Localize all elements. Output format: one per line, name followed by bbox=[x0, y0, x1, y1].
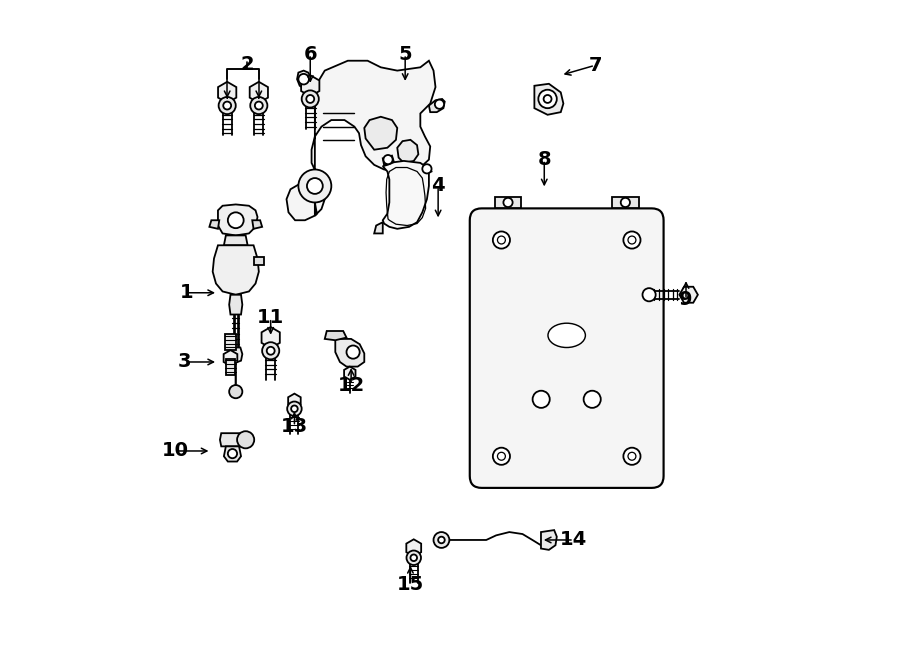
Text: 13: 13 bbox=[281, 417, 308, 436]
Circle shape bbox=[628, 236, 636, 244]
Circle shape bbox=[228, 213, 244, 228]
Polygon shape bbox=[230, 348, 242, 363]
Polygon shape bbox=[535, 84, 563, 115]
Circle shape bbox=[307, 178, 323, 194]
Circle shape bbox=[503, 198, 513, 207]
Circle shape bbox=[291, 406, 298, 412]
Text: 12: 12 bbox=[338, 375, 364, 395]
Polygon shape bbox=[364, 117, 397, 150]
Polygon shape bbox=[254, 257, 264, 265]
Text: 1: 1 bbox=[179, 283, 194, 303]
Circle shape bbox=[306, 95, 314, 103]
Circle shape bbox=[302, 91, 319, 107]
Circle shape bbox=[266, 347, 274, 355]
Circle shape bbox=[624, 232, 641, 249]
Polygon shape bbox=[495, 197, 521, 209]
Polygon shape bbox=[288, 394, 301, 408]
Polygon shape bbox=[218, 82, 237, 103]
Polygon shape bbox=[336, 339, 364, 367]
Circle shape bbox=[493, 448, 510, 465]
Circle shape bbox=[237, 431, 254, 448]
Polygon shape bbox=[374, 222, 382, 234]
Circle shape bbox=[434, 532, 449, 548]
Circle shape bbox=[407, 551, 421, 565]
Circle shape bbox=[230, 385, 242, 399]
Polygon shape bbox=[382, 161, 429, 229]
Text: 11: 11 bbox=[257, 308, 284, 327]
Circle shape bbox=[219, 97, 236, 114]
Circle shape bbox=[624, 448, 641, 465]
Polygon shape bbox=[541, 530, 557, 550]
Circle shape bbox=[628, 452, 636, 460]
Polygon shape bbox=[210, 220, 220, 229]
Text: 8: 8 bbox=[537, 150, 551, 169]
Circle shape bbox=[299, 169, 331, 203]
Polygon shape bbox=[224, 236, 248, 246]
Circle shape bbox=[498, 236, 506, 244]
Text: 4: 4 bbox=[431, 177, 445, 195]
Polygon shape bbox=[344, 367, 356, 380]
Polygon shape bbox=[297, 71, 315, 90]
Polygon shape bbox=[612, 197, 638, 209]
Circle shape bbox=[383, 155, 392, 164]
Polygon shape bbox=[230, 295, 242, 314]
Polygon shape bbox=[218, 205, 257, 236]
Polygon shape bbox=[225, 334, 236, 350]
Polygon shape bbox=[223, 350, 238, 366]
Circle shape bbox=[493, 232, 510, 249]
Polygon shape bbox=[680, 287, 698, 303]
Text: 15: 15 bbox=[397, 575, 424, 594]
Polygon shape bbox=[252, 220, 262, 229]
Circle shape bbox=[533, 391, 550, 408]
Polygon shape bbox=[224, 446, 241, 461]
Polygon shape bbox=[302, 75, 319, 96]
Circle shape bbox=[643, 288, 656, 301]
Polygon shape bbox=[249, 82, 268, 103]
Polygon shape bbox=[382, 156, 394, 165]
Text: 10: 10 bbox=[162, 442, 189, 461]
Circle shape bbox=[621, 198, 630, 207]
Polygon shape bbox=[286, 61, 436, 220]
Circle shape bbox=[299, 74, 309, 85]
Text: 9: 9 bbox=[680, 290, 693, 309]
Text: 14: 14 bbox=[561, 530, 588, 549]
Polygon shape bbox=[212, 246, 259, 295]
Polygon shape bbox=[262, 327, 280, 348]
Circle shape bbox=[228, 449, 237, 458]
Polygon shape bbox=[422, 165, 431, 174]
Text: 2: 2 bbox=[241, 54, 255, 73]
Polygon shape bbox=[226, 359, 235, 375]
Ellipse shape bbox=[548, 323, 585, 348]
Circle shape bbox=[262, 342, 279, 359]
Polygon shape bbox=[220, 433, 245, 446]
Text: 6: 6 bbox=[303, 44, 317, 64]
Text: 3: 3 bbox=[177, 352, 191, 371]
Circle shape bbox=[287, 402, 302, 416]
Circle shape bbox=[498, 452, 506, 460]
Circle shape bbox=[583, 391, 601, 408]
Circle shape bbox=[422, 164, 431, 173]
Circle shape bbox=[410, 555, 417, 561]
Circle shape bbox=[544, 95, 552, 103]
FancyBboxPatch shape bbox=[470, 209, 663, 488]
Circle shape bbox=[438, 537, 445, 544]
Text: 7: 7 bbox=[589, 56, 602, 75]
Circle shape bbox=[223, 101, 231, 109]
Polygon shape bbox=[406, 540, 421, 557]
Circle shape bbox=[538, 90, 557, 108]
Text: 5: 5 bbox=[399, 44, 412, 64]
Polygon shape bbox=[325, 331, 346, 340]
Polygon shape bbox=[397, 140, 418, 163]
Circle shape bbox=[250, 97, 267, 114]
Circle shape bbox=[435, 99, 444, 109]
Polygon shape bbox=[429, 99, 445, 112]
Circle shape bbox=[346, 346, 360, 359]
Circle shape bbox=[255, 101, 263, 109]
